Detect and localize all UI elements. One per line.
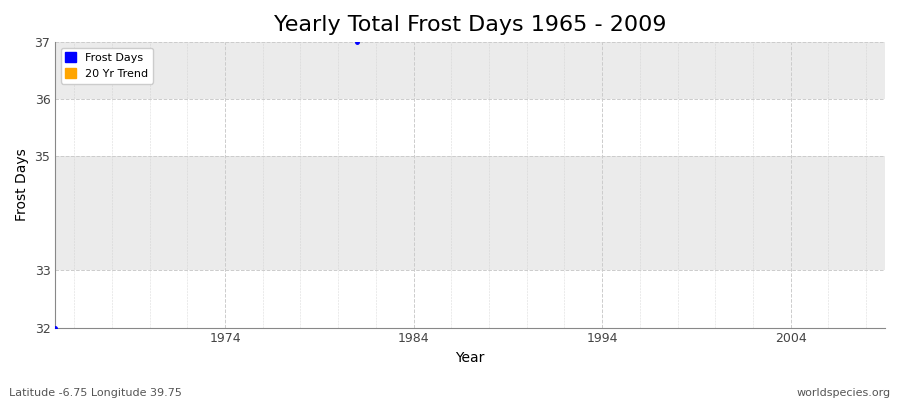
Text: worldspecies.org: worldspecies.org xyxy=(796,388,891,398)
Y-axis label: Frost Days: Frost Days xyxy=(15,148,29,221)
Title: Yearly Total Frost Days 1965 - 2009: Yearly Total Frost Days 1965 - 2009 xyxy=(274,15,666,35)
Bar xyxy=(55,156,885,270)
Bar xyxy=(55,270,885,328)
X-axis label: Year: Year xyxy=(455,351,485,365)
Legend: Frost Days, 20 Yr Trend: Frost Days, 20 Yr Trend xyxy=(61,48,153,84)
Bar xyxy=(55,42,885,99)
Text: Latitude -6.75 Longitude 39.75: Latitude -6.75 Longitude 39.75 xyxy=(9,388,182,398)
Bar xyxy=(55,99,885,156)
